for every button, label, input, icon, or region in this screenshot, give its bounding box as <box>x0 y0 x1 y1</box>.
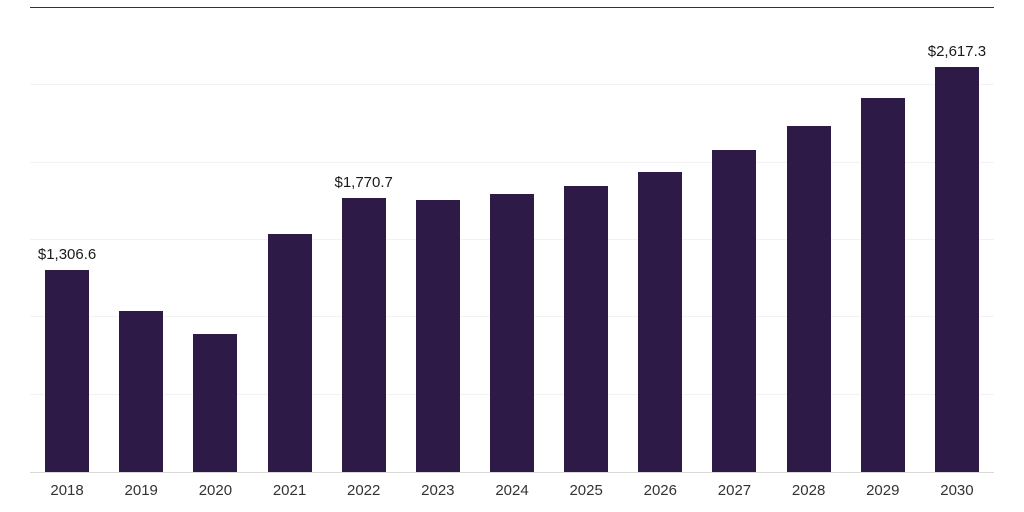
x-tick-label: 2022 <box>347 482 381 499</box>
x-tick-label: 2019 <box>124 482 158 499</box>
x-axis: 2018 2019 2020 2021 2022 2023 2024 2025 2026 2027… <box>30 482 994 504</box>
bar <box>490 193 534 472</box>
x-tick-label: 2021 <box>272 482 307 499</box>
bar <box>267 233 312 472</box>
bar-value-label: $1,306.6 <box>37 245 97 263</box>
bar <box>193 334 238 472</box>
bar <box>712 150 757 472</box>
x-tick-label: 2025 <box>569 482 603 499</box>
top-gridline <box>30 7 994 8</box>
plot-area: $1,306.6 $1,770.7 $2,617.3 <box>30 7 994 473</box>
x-tick-label: 2029 <box>866 482 900 499</box>
x-tick-label: 2027 <box>717 482 752 499</box>
gridline <box>30 161 994 163</box>
bar <box>341 198 386 472</box>
bar <box>119 311 164 472</box>
bar <box>860 97 905 472</box>
bar <box>786 125 831 472</box>
bar-value-label: $1,770.7 <box>334 174 393 192</box>
bar <box>638 171 683 472</box>
bar <box>564 185 609 472</box>
gridline <box>30 84 994 86</box>
bar <box>45 269 90 472</box>
bar <box>934 67 979 472</box>
x-tick-label: 2026 <box>643 482 677 499</box>
x-tick-label: 2030 <box>940 482 974 499</box>
x-tick-label: 2023 <box>421 482 455 499</box>
x-tick-label: 2024 <box>495 482 529 499</box>
x-tick-label: 2028 <box>791 482 826 499</box>
bar-value-label: $2,617.3 <box>927 43 987 61</box>
bar <box>415 199 460 472</box>
x-tick-label: 2018 <box>50 482 84 499</box>
x-tick-label: 2020 <box>198 482 233 499</box>
